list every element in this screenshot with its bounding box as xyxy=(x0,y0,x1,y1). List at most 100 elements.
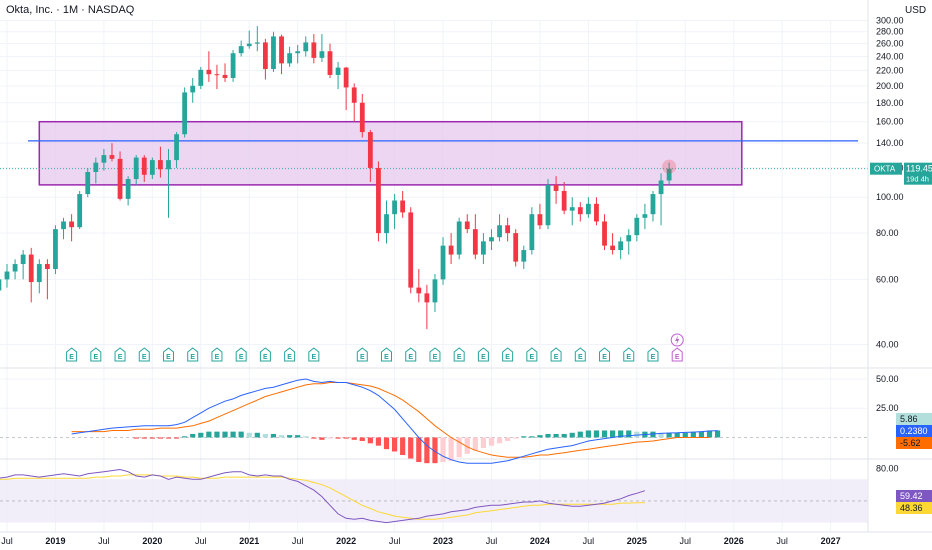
macd-histogram-bar xyxy=(456,437,462,458)
candle-body xyxy=(634,217,640,236)
candle-body xyxy=(343,67,349,88)
macd-histogram-bar xyxy=(230,431,236,438)
candle-body xyxy=(602,221,607,246)
macd-line xyxy=(71,378,718,464)
candle-body xyxy=(400,200,406,213)
candle-body xyxy=(618,241,624,251)
macd-histogram-bar xyxy=(626,430,632,438)
macd-histogram-bar xyxy=(658,432,664,438)
earnings-marker-label: E xyxy=(118,354,123,361)
earnings-marker: E xyxy=(671,347,683,362)
candle-body xyxy=(448,245,454,255)
price-axis-tick: 280.00 xyxy=(876,27,904,37)
macd-histogram-bar xyxy=(480,437,487,448)
candle-body xyxy=(109,155,115,159)
candle-body xyxy=(440,245,446,280)
candle-body xyxy=(376,167,381,234)
candle-body xyxy=(53,229,58,269)
earnings-marker-label: E xyxy=(457,354,462,361)
earnings-marker-badge xyxy=(599,347,611,362)
macd-histogram-bar xyxy=(182,436,188,438)
macd-histogram-bar xyxy=(351,437,357,440)
candle-body xyxy=(36,264,42,283)
rsi-value-label: 59.42 xyxy=(900,491,923,501)
time-axis-tick: 2025 xyxy=(627,536,647,546)
candle-body xyxy=(456,221,462,255)
earnings-marker: E xyxy=(550,347,562,362)
candle-body xyxy=(303,42,309,52)
macd-histogram-bar xyxy=(529,436,535,438)
price-axis-tick: 260.00 xyxy=(876,39,904,49)
earnings-marker-label: E xyxy=(190,354,195,361)
candle-body xyxy=(594,203,599,222)
candle-body xyxy=(497,225,502,238)
candle-body xyxy=(367,132,373,168)
earnings-marker-label: E xyxy=(93,354,98,361)
candle-body xyxy=(464,221,470,230)
macd-histogram-bar xyxy=(521,436,527,438)
ticker-tag xyxy=(870,162,902,175)
candle-body xyxy=(125,179,131,199)
earnings-marker: E xyxy=(187,347,199,362)
macd-histogram-bar xyxy=(666,432,672,438)
earnings-marker: E xyxy=(356,347,368,362)
earnings-marker: E xyxy=(162,347,174,362)
bar-countdown: 19d 4h xyxy=(906,175,929,184)
macd-axis-tick: 50.00 xyxy=(876,374,899,384)
candle-body xyxy=(585,203,591,215)
macd-signal-line xyxy=(71,382,710,458)
earnings-marker: E xyxy=(308,347,320,362)
macd-value-label: 5.86 xyxy=(900,414,918,424)
candle-body xyxy=(93,162,99,173)
candle-body xyxy=(214,74,220,76)
time-axis-tick: 2020 xyxy=(142,536,162,546)
macd-histogram-bar xyxy=(593,430,600,438)
earnings-marker-label: E xyxy=(69,354,74,361)
time-axis-tick: Jul xyxy=(292,536,304,546)
earnings-marker-badge xyxy=(623,347,635,362)
candle-body xyxy=(166,160,171,170)
earnings-marker: E xyxy=(284,347,296,362)
earnings-marker: E xyxy=(453,347,465,362)
candle-body xyxy=(230,53,236,78)
price-axis-tick: 200.00 xyxy=(876,81,904,91)
candle-body xyxy=(133,157,139,180)
macd-value-tag xyxy=(896,425,932,437)
earnings-marker-label: E xyxy=(215,354,220,361)
last-price-tag xyxy=(904,162,932,185)
earnings-marker-badge xyxy=(574,347,586,362)
earnings-marker: E xyxy=(526,347,538,362)
macd-value-label: -5.62 xyxy=(900,438,921,448)
supply-zone-box xyxy=(38,120,743,186)
macd-histogram-bar xyxy=(303,436,309,438)
candle-body xyxy=(335,67,341,75)
candle-body xyxy=(238,46,244,54)
candle-body xyxy=(101,155,107,163)
earnings-marker-badge xyxy=(66,347,78,362)
macd-histogram-bar xyxy=(553,433,559,438)
earnings-marker-label: E xyxy=(166,354,171,361)
macd-histogram-bar xyxy=(238,431,244,438)
macd-histogram-bar xyxy=(610,430,616,438)
candle-body xyxy=(561,190,567,211)
earnings-marker-label: E xyxy=(312,354,317,361)
candle-body xyxy=(569,207,575,211)
price-axis-tick: 80.00 xyxy=(876,228,899,238)
macd-histogram-bar xyxy=(561,433,567,438)
earnings-marker-label: E xyxy=(578,354,583,361)
earnings-marker-label: E xyxy=(626,354,631,361)
macd-histogram-bar xyxy=(432,437,438,464)
time-axis-tick: Jul xyxy=(195,536,207,546)
macd-histogram-bar xyxy=(367,437,373,444)
earnings-marker: E xyxy=(114,347,126,362)
candle-body xyxy=(319,51,325,58)
candle-body xyxy=(141,157,147,175)
candle-body xyxy=(174,134,179,161)
time-axis-tick: 2024 xyxy=(530,536,550,546)
earnings-marker-label: E xyxy=(602,354,607,361)
macd-histogram-bar xyxy=(311,437,317,439)
macd-histogram-bar xyxy=(416,437,422,463)
currency-label: USD xyxy=(905,5,927,16)
macd-histogram-bar xyxy=(157,437,164,439)
